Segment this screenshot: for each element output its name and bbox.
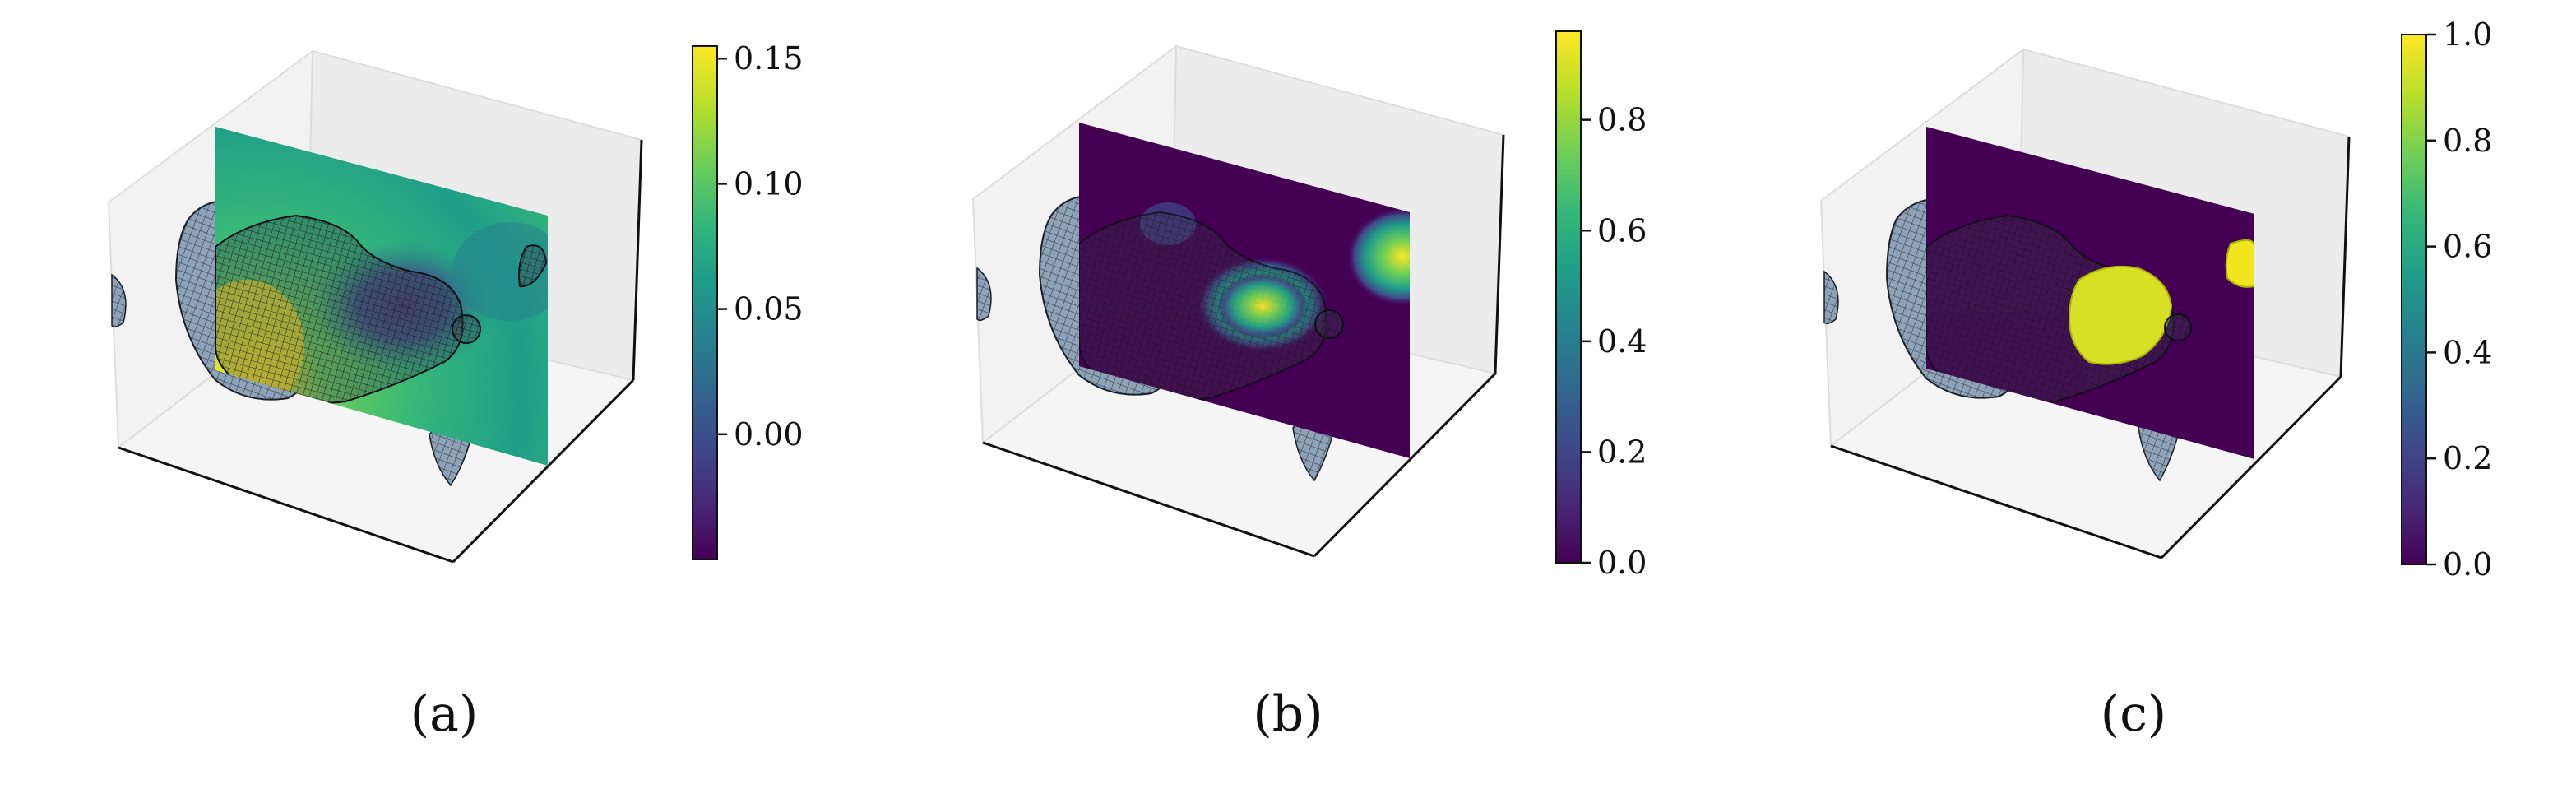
colorbar-a — [692, 45, 718, 560]
colorbar-tick-label-c-4: 0.2 — [2443, 440, 2492, 476]
colorbar-tick-label-b-2: 0.4 — [1597, 323, 1647, 360]
colorbar-ticks-b: 0.8 0.6 0.4 0.2 0.0 — [1581, 102, 1647, 581]
colorbar-c — [2401, 34, 2427, 565]
surface-fragment-a-left — [111, 273, 127, 328]
surface-fragment-b-left — [976, 267, 992, 322]
colorbar-ticks-a: 0.15 0.10 0.05 0.00 — [717, 40, 804, 453]
binary-region-c-main — [2068, 265, 2173, 365]
colorbar-tick-label-b-1: 0.6 — [1597, 212, 1647, 248]
colorbar-tick-label-c-1: 0.8 — [2443, 123, 2492, 159]
panel-label-b: (b) — [1253, 685, 1323, 743]
colorbar-tick-label-c-2: 0.6 — [2443, 229, 2492, 265]
axis-edge-b3 — [1494, 134, 1505, 374]
axis-edge-a2 — [452, 378, 635, 564]
colorbar-tick-label-b-4: 0.0 — [1597, 545, 1647, 581]
panel-label-c: (c) — [2101, 685, 2166, 743]
binary-region-c-edge — [2225, 239, 2254, 288]
slice-plane-a — [215, 127, 548, 466]
axis-edge-a3 — [632, 139, 643, 381]
colorbar-tick-label-a-1: 0.10 — [734, 165, 804, 202]
colorbar-tick-label-c-5: 0.0 — [2443, 546, 2492, 583]
colorbar-tick-label-c-0: 1.0 — [2443, 16, 2492, 53]
panel-label-a: (a) — [410, 685, 479, 743]
axis-edge-c1 — [1830, 444, 2162, 559]
axis-edge-c2 — [2160, 375, 2342, 559]
colorbar-b — [1555, 30, 1582, 564]
colorbar-tick-label-c-3: 0.4 — [2443, 334, 2492, 370]
colorbar-tick-label-a-3: 0.00 — [734, 416, 804, 453]
colorbar-tick-label-a-0: 0.15 — [734, 40, 804, 77]
axis-edge-b1 — [982, 441, 1315, 558]
axis-edge-b2 — [1313, 372, 1497, 558]
axis-edge-c3 — [2339, 136, 2351, 378]
colorbar-tick-label-b-0: 0.8 — [1597, 102, 1647, 138]
colorbar-tick-label-a-2: 0.05 — [734, 291, 804, 327]
surface-fragment-c-left — [1823, 270, 1839, 325]
colorbar-tick-label-b-3: 0.2 — [1597, 434, 1647, 470]
panel-a: 0.15 0.10 0.05 0.00 (a) — [107, 40, 804, 743]
panel-b: 0.8 0.6 0.4 0.2 0.0 (b) — [971, 30, 1647, 743]
colorbar-ticks-c: 1.0 0.8 0.6 0.4 0.2 0.0 — [2426, 16, 2492, 583]
axis-edge-a1 — [118, 446, 454, 564]
panel-c: 1.0 0.8 0.6 0.4 0.2 0.0 (c) — [1819, 16, 2492, 743]
